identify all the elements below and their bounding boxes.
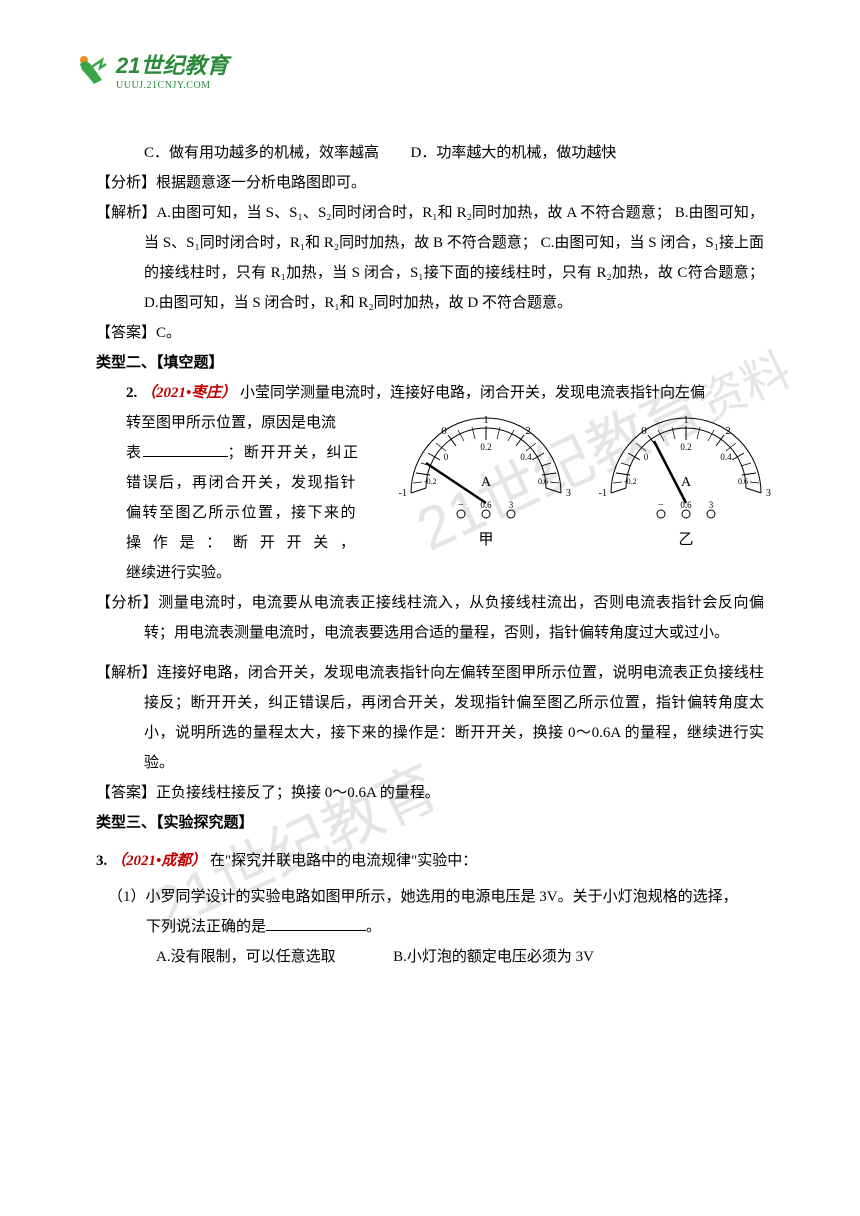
svg-text:A: A: [681, 475, 692, 490]
question-3: 3. （2021•成都） 在"探究并联电路中的电流规律"实验中：: [96, 846, 764, 876]
svg-text:−: −: [458, 500, 464, 511]
solution-2: 【解析】连接好电路，闭合开关，发现电流表指针向左偏转至图甲所示位置，说明电流表正…: [96, 658, 764, 778]
svg-text:0.6: 0.6: [538, 477, 548, 486]
document-content: C．做有用功越多的机械，效率越高 D．功率越大的机械，做功越快 【分析】根据题意…: [96, 138, 764, 972]
q2-l3a: 表: [126, 445, 143, 461]
q2-line4: 错误后，再闭合开关，发现指针: [96, 468, 376, 498]
q2-intro: 小莹同学测量电流时，连接好电路，闭合开关，发现电流表指针向左偏: [240, 385, 705, 401]
analysis-text: 根据题意逐一分析电路图即可。: [156, 175, 366, 191]
svg-text:-0.2: -0.2: [624, 477, 637, 486]
svg-text:-1: -1: [399, 488, 407, 499]
q2-source: （2021•枣庄）: [141, 385, 236, 401]
q3-optB: B.小灯泡的额定电压必须为 3V: [393, 949, 594, 965]
svg-text:0: 0: [444, 452, 449, 462]
svg-text:1: 1: [683, 414, 689, 426]
q2-line3: 表 ；断开开关，纠正: [96, 438, 376, 468]
logo-icon: [72, 50, 112, 90]
svg-text:3: 3: [509, 500, 514, 510]
option-d: D．功率越大的机械，做功越快: [411, 145, 617, 161]
svg-text:1: 1: [483, 414, 489, 426]
svg-text:2: 2: [525, 425, 531, 437]
logo-sub-text: UUUJ.21CNJY.COM: [116, 80, 228, 91]
answer-1: 【答案】C。: [96, 318, 764, 348]
q2-line5: 偏转至图乙所示位置，接下来的: [96, 498, 376, 528]
q2-l3b: ；断开开关，纠正: [228, 445, 360, 461]
svg-text:0: 0: [441, 425, 447, 437]
analysis2-text: 测量电流时，电流要从电流表正接线柱流入，从负接线柱流出，否则电流表指针会反向偏转…: [144, 595, 764, 641]
svg-text:0.4: 0.4: [520, 452, 532, 462]
q3-options-line: A.没有限制，可以任意选取 B.小灯泡的额定电压必须为 3V: [96, 942, 764, 972]
svg-text:2: 2: [725, 425, 731, 437]
svg-text:3: 3: [766, 488, 771, 499]
ammeter-1: 0 1 2 -1 3 0 0.2 0.4 -0.2 0.6 A − 0.6: [396, 408, 576, 555]
q3-sub1b: 下列说法正确的是 。: [96, 912, 764, 942]
svg-text:-0.2: -0.2: [424, 477, 437, 486]
svg-text:0.6: 0.6: [738, 477, 748, 486]
logo-main-text: 21世纪教育: [116, 48, 228, 80]
svg-text:3: 3: [566, 488, 571, 499]
answer2-text: 正负接线柱接反了；换接 0～0.6A 的量程。: [156, 785, 440, 801]
q2-line7: 继续进行实验。: [96, 558, 764, 588]
blank-1: [143, 443, 228, 457]
svg-text:0.2: 0.2: [680, 442, 691, 452]
answer2-label: 【答案】: [96, 785, 156, 801]
q3-source: （2021•成都）: [111, 853, 206, 869]
ammeter-2-label: 乙: [596, 525, 776, 555]
q2-num: 2.: [126, 385, 137, 401]
svg-text:0.6: 0.6: [680, 500, 692, 510]
q2-line1: 2. （2021•枣庄） 小莹同学测量电流时，连接好电路，闭合开关，发现电流表指…: [96, 378, 764, 408]
solution-text: A.由图可知，当 S、S₁、S₂同时闭合时，R₁和 R₂同时加热，故 A 不符合…: [144, 205, 764, 311]
q3-num: 3.: [96, 853, 107, 869]
svg-text:0.6: 0.6: [480, 500, 492, 510]
blank-2: [266, 917, 366, 931]
solution2-text: 连接好电路，闭合开关，发现电流表指针向左偏转至图甲所示位置，说明电流表正负接线柱…: [144, 665, 764, 771]
category-2-header: 类型二、【填空题】: [96, 348, 764, 378]
solution2-label: 【解析】: [96, 665, 157, 681]
analysis-2: 【分析】测量电流时，电流要从电流表正接线柱流入，从负接线柱流出，否则电流表指针会…: [96, 588, 764, 648]
svg-text:3: 3: [709, 500, 714, 510]
solution-label: 【解析】: [96, 205, 156, 221]
solution-1: 【解析】A.由图可知，当 S、S₁、S₂同时闭合时，R₁和 R₂同时加热，故 A…: [96, 198, 764, 318]
analysis2-label: 【分析】: [96, 595, 158, 611]
logo: 21世纪教育 UUUJ.21CNJY.COM: [72, 48, 228, 91]
question-2: 2. （2021•枣庄） 小莹同学测量电流时，连接好电路，闭合开关，发现电流表指…: [96, 378, 764, 588]
q3-sub1c: 。: [366, 919, 381, 935]
svg-text:0.2: 0.2: [480, 442, 491, 452]
svg-text:−: −: [658, 500, 664, 511]
svg-text:0: 0: [644, 452, 649, 462]
q2-line6: 操 作 是 ： 断 开 开 关 ，: [96, 528, 376, 558]
option-line: C．做有用功越多的机械，效率越高 D．功率越大的机械，做功越快: [96, 138, 764, 168]
answer-text: C。: [156, 325, 181, 341]
ammeter-2: 0 1 2 -1 3 0 0.2 0.4 -0.2 0.6 A − 0.6: [596, 408, 776, 555]
option-c: C．做有用功越多的机械，效率越高: [144, 145, 379, 161]
svg-text:-1: -1: [599, 488, 607, 499]
answer-label: 【答案】: [96, 325, 156, 341]
ammeter-1-label: 甲: [396, 525, 576, 555]
logo-text: 21世纪教育 UUUJ.21CNJY.COM: [116, 48, 228, 91]
q3-sub1b-text: 下列说法正确的是: [146, 919, 266, 935]
svg-text:0.4: 0.4: [720, 452, 732, 462]
analysis-1: 【分析】根据题意逐一分析电路图即可。: [96, 168, 764, 198]
ammeter-diagrams: 0 1 2 -1 3 0 0.2 0.4 -0.2 0.6 A − 0.6: [396, 408, 776, 555]
q3-sub1: （1）小罗同学设计的实验电路如图甲所示，她选用的电源电压是 3V。关于小灯泡规格…: [96, 882, 764, 912]
q3-optA: A.没有限制，可以任意选取: [156, 949, 336, 965]
analysis-label: 【分析】: [96, 175, 156, 191]
svg-text:0: 0: [641, 425, 647, 437]
answer-2: 【答案】正负接线柱接反了；换接 0～0.6A 的量程。: [96, 778, 764, 808]
category-3-header: 类型三、【实验探究题】: [96, 808, 764, 838]
q3-title: 在"探究并联电路中的电流规律"实验中：: [210, 853, 477, 869]
svg-text:A: A: [481, 475, 492, 490]
